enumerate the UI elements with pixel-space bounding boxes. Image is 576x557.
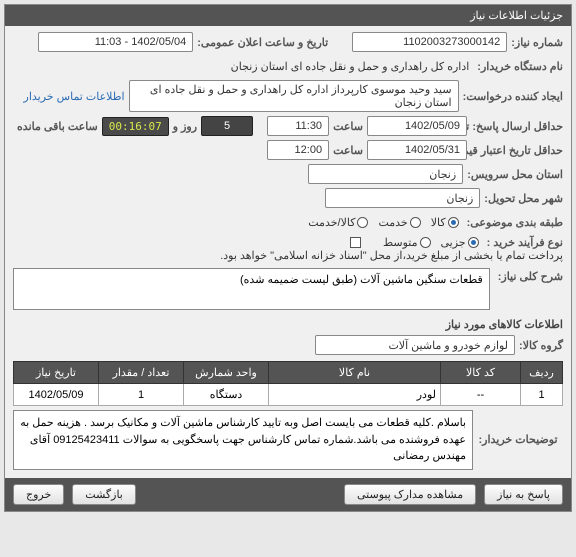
- field-requester: سید وحید موسوی کارپرداز اداره کل راهداری…: [129, 80, 459, 112]
- checkbox-treasury[interactable]: [350, 237, 361, 248]
- row-need-desc: شرح کلی نیاز: قطعات سنگین ماشین آلات (طب…: [9, 264, 567, 314]
- label-valid-until: حداقل تاریخ اعتبار قیمت: تا تاریخ:: [467, 144, 567, 157]
- label-time-1: ساعت: [329, 120, 367, 133]
- panel-title: جزئیات اطلاعات نیاز: [5, 5, 571, 26]
- th-row: ردیف: [521, 362, 563, 384]
- need-details-panel: جزئیات اطلاعات نیاز شماره نیاز: 11020032…: [4, 4, 572, 512]
- field-need-desc: قطعات سنگین ماشین آلات (طبق لیست ضمیمه ش…: [13, 268, 490, 310]
- row-buy-type: نوع فرآیند خرید : جزیی متوسط پرداخت تمام…: [9, 234, 567, 264]
- row-category: طبقه بندی موضوعی: کالا خدمت کالا/خدمت: [9, 210, 567, 234]
- field-deadline-date: 1402/05/09: [367, 116, 467, 136]
- panel-body: شماره نیاز: 1102003273000142 تاریخ و ساع…: [5, 26, 571, 478]
- th-code: کد کالا: [441, 362, 521, 384]
- field-valid-date: 1402/05/31: [367, 140, 467, 160]
- th-qty: تعداد / مقدار: [99, 362, 184, 384]
- row-requester: ایجاد کننده درخواست: سید وحید موسوی کارپ…: [9, 78, 567, 114]
- link-buyer-contact[interactable]: اطلاعات تماس خریدار: [20, 90, 129, 103]
- row-svc-province: استان محل سرویس: زنجان: [9, 162, 567, 186]
- th-date: تاریخ نیاز: [14, 362, 99, 384]
- radio-dot-icon: [420, 237, 431, 248]
- section-items-title: اطلاعات کالاهای مورد نیاز: [9, 314, 567, 333]
- td-unit: دستگاه: [184, 384, 269, 406]
- label-time-2: ساعت: [329, 144, 367, 157]
- label-buy-type: نوع فرآیند خرید :: [483, 236, 567, 249]
- field-goods-group: لوازم خودرو و ماشین آلات: [315, 335, 515, 355]
- radio-dot-icon: [468, 237, 479, 248]
- radio-group-category: کالا خدمت کالا/خدمت: [304, 216, 462, 229]
- row-need-no: شماره نیاز: 1102003273000142 تاریخ و ساع…: [9, 30, 567, 54]
- label-requester: ایجاد کننده درخواست:: [459, 90, 567, 103]
- field-valid-time: 12:00: [267, 140, 329, 160]
- field-dlv-city: زنجان: [325, 188, 480, 208]
- label-dlv-city: شهر محل تحویل:: [480, 192, 567, 205]
- field-deadline-time: 11:30: [267, 116, 329, 136]
- radio-partial[interactable]: جزیی: [441, 236, 479, 249]
- row-dlv-city: شهر محل تحویل: زنجان: [9, 186, 567, 210]
- td-code: --: [441, 384, 521, 406]
- table-header-row: ردیف کد کالا نام کالا واحد شمارش تعداد /…: [14, 362, 563, 384]
- label-category: طبقه بندی موضوعی:: [463, 216, 567, 229]
- td-row: 1: [521, 384, 563, 406]
- label-day-and: روز و: [169, 120, 201, 133]
- back-button[interactable]: بازگشت: [72, 484, 136, 505]
- field-announce: 1402/05/04 - 11:03: [38, 32, 193, 52]
- label-svc-province: استان محل سرویس:: [463, 168, 567, 181]
- row-buyer-note: توضیحات خریدار: باسلام .کلیه قطعات می با…: [13, 410, 563, 470]
- td-date: 1402/05/09: [14, 384, 99, 406]
- label-need-no: شماره نیاز:: [507, 36, 567, 49]
- radio-dot-icon: [410, 217, 421, 228]
- view-attachments-button[interactable]: مشاهده مدارک پیوستی: [344, 484, 476, 505]
- label-buyer-org: نام دستگاه خریدار:: [473, 60, 567, 73]
- label-time-remain: ساعت باقی مانده: [13, 120, 102, 133]
- radio-goods[interactable]: کالا: [431, 216, 459, 229]
- reply-button[interactable]: پاسخ به نیاز: [484, 484, 563, 505]
- th-name: نام کالا: [269, 362, 441, 384]
- label-goods-group: گروه کالا:: [515, 339, 567, 352]
- row-buyer-org: نام دستگاه خریدار: اداره کل راهداری و حم…: [9, 54, 567, 78]
- label-need-desc: شرح کلی نیاز:: [494, 266, 567, 283]
- radio-medium[interactable]: متوسط: [383, 236, 431, 249]
- footer-bar: پاسخ به نیاز مشاهده مدارک پیوستی بازگشت …: [5, 478, 571, 511]
- field-svc-province: زنجان: [308, 164, 463, 184]
- items-table: ردیف کد کالا نام کالا واحد شمارش تعداد /…: [13, 361, 563, 406]
- label-announce: تاریخ و ساعت اعلان عمومی:: [193, 36, 332, 49]
- row-goods-group: گروه کالا: لوازم خودرو و ماشین آلات: [9, 333, 567, 357]
- label-deadline: حداقل ارسال پاسخ: تا تاریخ: تا تاریخ:: [467, 120, 567, 133]
- radio-dot-icon: [357, 217, 368, 228]
- row-deadline: حداقل ارسال پاسخ: تا تاریخ: تا تاریخ: 14…: [9, 114, 567, 138]
- radio-service[interactable]: خدمت: [378, 216, 420, 229]
- field-days: 5: [201, 116, 253, 136]
- label-treasury: پرداخت تمام یا بخشی از مبلغ خرید،از محل …: [216, 249, 567, 262]
- countdown-timer: 00:16:07: [102, 117, 169, 136]
- table-row: 1 -- لودر دستگاه 1 1402/05/09: [14, 384, 563, 406]
- field-need-no: 1102003273000142: [352, 32, 507, 52]
- field-buyer-note: باسلام .کلیه قطعات می بایست اصل وبه تایی…: [13, 410, 473, 470]
- td-name: لودر: [269, 384, 441, 406]
- td-qty: 1: [99, 384, 184, 406]
- radio-group-buy-type: جزیی متوسط: [379, 236, 483, 249]
- th-unit: واحد شمارش: [184, 362, 269, 384]
- radio-goods-service[interactable]: کالا/خدمت: [308, 216, 368, 229]
- exit-button[interactable]: خروج: [13, 484, 64, 505]
- row-validity: حداقل تاریخ اعتبار قیمت: تا تاریخ: 1402/…: [9, 138, 567, 162]
- label-buyer-note: توضیحات خریدار:: [473, 410, 563, 470]
- radio-dot-icon: [448, 217, 459, 228]
- value-buyer-org: اداره کل راهداری و حمل و نقل جاده ای است…: [227, 60, 474, 73]
